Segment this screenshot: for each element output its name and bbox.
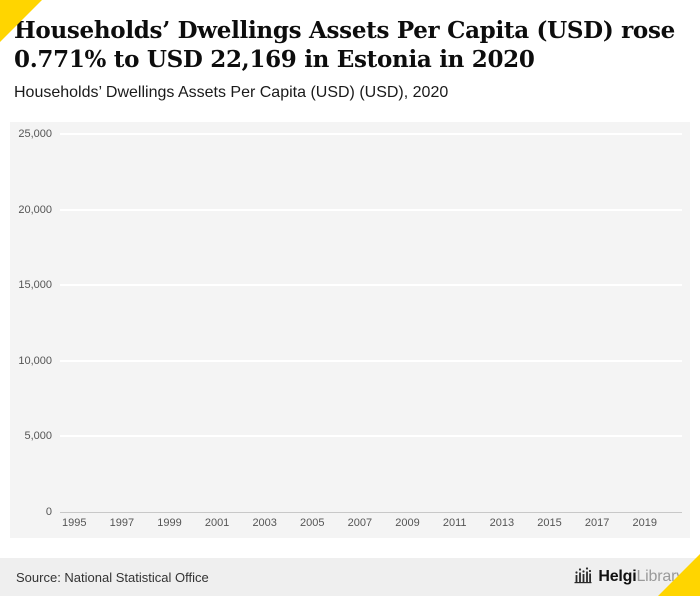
x-tick-label — [372, 517, 395, 534]
gridline — [60, 208, 682, 211]
x-tick-label: 1997 — [109, 517, 135, 529]
x-tick-label: 2011 — [442, 517, 467, 529]
y-tick-label: 5,000 — [24, 430, 52, 443]
x-tick-label: 2015 — [537, 517, 562, 529]
x-tick-label — [277, 517, 300, 534]
x-tick-label: 2017 — [584, 517, 610, 529]
x-tick-label: 1995 — [62, 517, 87, 529]
y-tick-label: 15,000 — [18, 279, 52, 292]
bar-chart-logo-icon — [574, 566, 592, 589]
x-tick-label — [657, 517, 680, 534]
corner-accent-bottom-right-icon — [658, 554, 700, 596]
y-tick-label: 10,000 — [18, 354, 52, 367]
x-tick-label — [325, 517, 348, 534]
x-tick-label — [182, 517, 205, 534]
x-tick-label: 2019 — [632, 517, 657, 529]
chart-panel: 0 5,000 10,000 15,000 20,000 25,000 1995 1997 1… — [10, 122, 690, 538]
x-tick-label — [420, 517, 443, 534]
x-tick-label — [514, 517, 537, 534]
baseline — [60, 512, 682, 513]
chart-subtitle: Households’ Dwellings Assets Per Capita … — [14, 83, 449, 101]
x-tick-label — [609, 517, 632, 534]
x-tick-label — [86, 517, 109, 534]
gridline — [60, 133, 682, 135]
x-tick-label: 1999 — [157, 517, 182, 529]
y-tick-label: 20,000 — [18, 203, 52, 216]
gridline — [60, 284, 682, 287]
page-title: Households’ Dwellings Assets Per Capita … — [14, 17, 675, 74]
x-tick-label — [134, 517, 157, 534]
y-axis: 0 5,000 10,000 15,000 20,000 25,000 — [12, 128, 60, 518]
x-tick-label: 2013 — [489, 517, 515, 529]
logo-text-helgi: Helgi — [598, 568, 637, 585]
x-tick-label: 2005 — [300, 517, 325, 529]
source-text: Source: National Statistical Office — [16, 569, 209, 585]
x-tick-label: 2003 — [252, 517, 277, 529]
x-tick-label: 2009 — [395, 517, 420, 529]
y-tick-label: 25,000 — [18, 128, 52, 140]
x-axis: 1995 1997 1999 2001 2003 2005 2007 2009 2011 2013… — [60, 512, 682, 534]
plot-area — [60, 133, 682, 513]
gridline — [60, 435, 682, 438]
x-tick-label: 2001 — [204, 517, 230, 529]
gridline — [60, 359, 682, 362]
y-tick-label: 0 — [45, 506, 52, 518]
corner-accent-top-left-icon — [0, 0, 42, 42]
x-tick-label — [562, 517, 585, 534]
x-tick-label — [467, 517, 490, 534]
x-tick-label — [229, 517, 252, 534]
x-tick-label: 2007 — [347, 517, 373, 529]
footer: Source: National Statistical Office — [0, 558, 700, 596]
bars-container — [60, 134, 682, 512]
